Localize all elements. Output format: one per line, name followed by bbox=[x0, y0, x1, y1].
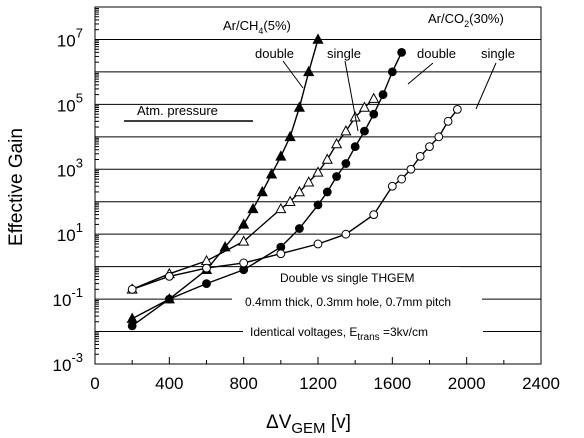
data-point-filled-triangle bbox=[247, 202, 259, 214]
info-line-3: Identical voltages, Etrans =3kv/cm bbox=[250, 325, 428, 343]
data-point-open-triangle bbox=[330, 137, 343, 149]
data-point-filled-triangle bbox=[256, 185, 268, 197]
data-point-filled-circle bbox=[360, 126, 369, 136]
data-point-open-triangle bbox=[275, 202, 287, 214]
data-point-filled-triangle bbox=[219, 241, 231, 252]
data-point-open-circle bbox=[452, 104, 462, 114]
data-point-open-circle bbox=[164, 272, 174, 281]
co2-double-label: double bbox=[417, 46, 456, 61]
data-point-open-circle bbox=[127, 284, 137, 294]
data-point-open-circle bbox=[406, 164, 416, 174]
x-tick-label: 400 bbox=[155, 374, 183, 393]
data-point-open-circle bbox=[387, 181, 397, 191]
data-point-open-triangle bbox=[303, 176, 315, 187]
data-point-open-circle bbox=[397, 174, 407, 184]
data-point-filled-circle bbox=[397, 47, 407, 57]
data-point-open-circle bbox=[239, 258, 249, 268]
data-point-filled-circle bbox=[369, 109, 379, 119]
data-point-open-triangle bbox=[321, 153, 333, 164]
info-box-2 bbox=[232, 290, 482, 312]
grid-lines bbox=[95, 38, 541, 333]
x-axis-title: ΔVGEM [v] bbox=[266, 412, 351, 437]
y-tick-label: 101 bbox=[57, 220, 83, 245]
series-line-single bbox=[131, 108, 458, 290]
leader-co2-double bbox=[407, 62, 434, 85]
info-line-2: 0.4mm thick, 0.3mm hole, 0.7mm pitch bbox=[245, 295, 451, 309]
data-point-open-circle bbox=[369, 210, 379, 220]
x-tick-label: 2000 bbox=[448, 374, 486, 393]
ch4-double-label: double bbox=[255, 46, 294, 61]
y-tick-label: 105 bbox=[57, 90, 83, 115]
x-tick-label: 0 bbox=[90, 374, 99, 393]
annotation-leaders bbox=[282, 60, 497, 132]
series-line-double bbox=[131, 52, 403, 327]
data-point-filled-circle bbox=[313, 200, 323, 210]
co2-single-label: single bbox=[481, 46, 515, 61]
x-tick-label: 2400 bbox=[522, 374, 560, 393]
data-point-open-triangle bbox=[358, 101, 371, 112]
data-point-open-circle bbox=[425, 142, 434, 151]
leader-ch4-double bbox=[282, 60, 304, 89]
y-tick-label: 10-1 bbox=[53, 285, 83, 310]
data-point-filled-circle bbox=[332, 172, 341, 181]
axis-ticks bbox=[94, 7, 542, 364]
data-point-filled-circle bbox=[341, 159, 351, 168]
data-point-open-circle bbox=[443, 116, 453, 126]
leader-ch4-single bbox=[344, 60, 359, 132]
data-point-filled-triangle bbox=[312, 33, 324, 44]
data-point-open-triangle bbox=[238, 235, 250, 246]
info-box-3 bbox=[243, 320, 483, 344]
info-box-1 bbox=[262, 267, 460, 287]
data-point-filled-circle bbox=[164, 294, 174, 304]
data-point-filled-triangle bbox=[284, 130, 296, 142]
y-tick-label: 103 bbox=[57, 155, 83, 180]
x-tick-label: 1600 bbox=[373, 374, 411, 393]
data-point-filled-circle bbox=[322, 187, 332, 197]
data-point-filled-circle bbox=[387, 67, 397, 77]
data-point-open-circle bbox=[276, 249, 286, 259]
y-tick-labels: 10-3 10-1 101 103 105 107 bbox=[53, 25, 83, 375]
co2-gas-label: Ar/CO2(30%) bbox=[428, 11, 504, 29]
y-tick-label: 107 bbox=[57, 25, 83, 50]
data-point-filled-triangle bbox=[238, 218, 250, 229]
y-axis-title: Effective Gain bbox=[6, 128, 27, 246]
atm-pressure-label: Atm. pressure bbox=[137, 103, 218, 118]
data-point-open-circle bbox=[434, 132, 444, 142]
leader-co2-single bbox=[475, 62, 497, 110]
series-markers bbox=[126, 33, 462, 331]
x-tick-labels: 0 400 800 1200 1600 2000 2400 bbox=[90, 374, 560, 393]
data-point-filled-triangle bbox=[126, 312, 138, 323]
data-point-filled-circle bbox=[202, 279, 211, 289]
x-tick-label: 800 bbox=[229, 374, 257, 393]
data-point-filled-triangle bbox=[293, 101, 306, 112]
data-point-open-circle bbox=[415, 151, 425, 161]
data-point-open-circle bbox=[202, 263, 211, 273]
data-point-filled-triangle bbox=[303, 65, 315, 77]
data-point-open-triangle bbox=[312, 166, 324, 177]
data-point-open-triangle bbox=[200, 254, 213, 266]
data-point-open-circle bbox=[341, 229, 351, 239]
ch4-single-label: single bbox=[327, 46, 361, 61]
data-point-filled-circle bbox=[350, 142, 360, 151]
info-line-1: Double vs single THGEM bbox=[280, 271, 415, 285]
data-point-open-circle bbox=[313, 239, 323, 249]
ch4-gas-label: Ar/CH4(5%) bbox=[223, 18, 291, 36]
data-point-open-triangle bbox=[368, 92, 380, 103]
data-point-filled-circle bbox=[378, 90, 388, 99]
data-point-open-triangle bbox=[293, 185, 306, 197]
data-point-filled-triangle bbox=[275, 150, 287, 161]
data-point-open-triangle bbox=[340, 125, 352, 136]
data-point-filled-triangle bbox=[265, 168, 278, 179]
data-point-filled-circle bbox=[127, 321, 137, 331]
y-tick-label: 10-3 bbox=[53, 350, 83, 375]
data-point-filled-circle bbox=[295, 224, 304, 233]
data-point-open-triangle bbox=[284, 195, 296, 206]
x-tick-label: 1200 bbox=[299, 374, 337, 393]
